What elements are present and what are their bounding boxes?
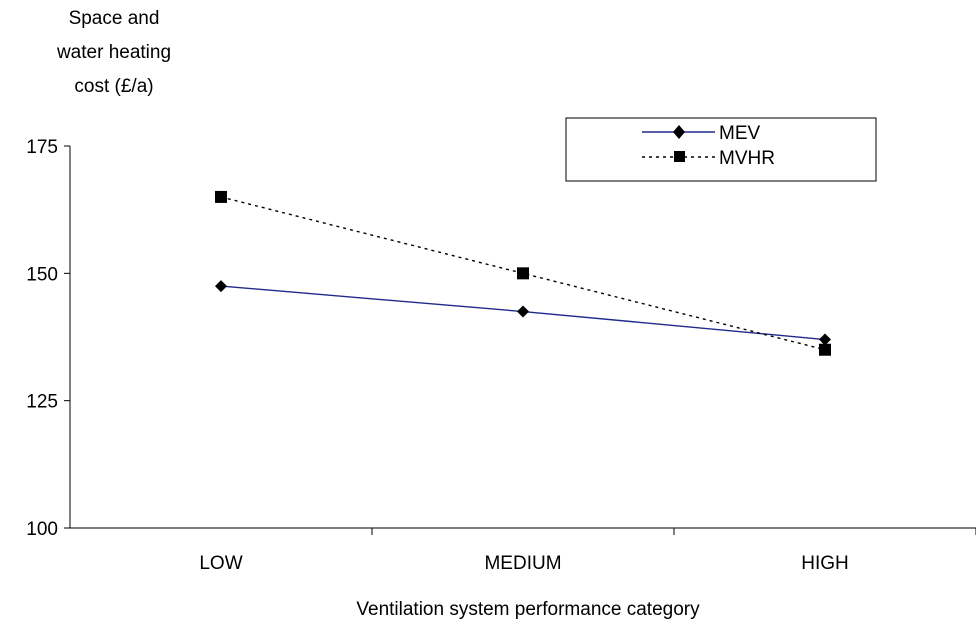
data-point-mvhr bbox=[819, 343, 831, 356]
legend-box bbox=[565, 117, 877, 182]
axes bbox=[69, 146, 976, 529]
y-tick-label: 100 bbox=[26, 519, 58, 540]
data-point-mev bbox=[819, 333, 831, 346]
x-axis-title: Ventilation system performance category bbox=[356, 599, 700, 620]
data-point-mev bbox=[215, 280, 227, 293]
data-point-mev bbox=[517, 305, 529, 318]
series-layer bbox=[215, 190, 831, 356]
series-line-mvhr bbox=[220, 196, 826, 351]
legend-mvhr-marker bbox=[674, 151, 685, 162]
x-axis-ticks: LOW MEDIUM HIGH bbox=[199, 528, 976, 574]
y-tick-label: 125 bbox=[26, 392, 58, 413]
y-axis-title-line-2: water heating bbox=[56, 42, 171, 63]
y-axis-title: Space and water heating cost (£/a) bbox=[56, 8, 171, 97]
legend-mvhr-label: MVHR bbox=[719, 148, 775, 169]
x-category-label: MEDIUM bbox=[484, 553, 561, 574]
x-category-label: LOW bbox=[199, 553, 242, 574]
legend: MEV MVHR bbox=[565, 117, 877, 182]
y-tick-label: 150 bbox=[26, 264, 58, 285]
legend-mev-label: MEV bbox=[719, 123, 761, 144]
y-axis-title-line-1: Space and bbox=[69, 8, 160, 29]
x-category-label: HIGH bbox=[801, 553, 849, 574]
legend-mev-marker bbox=[673, 125, 685, 139]
data-point-mvhr bbox=[215, 190, 227, 203]
data-point-mvhr bbox=[517, 267, 529, 280]
y-tick-label: 175 bbox=[26, 137, 58, 158]
y-axis-title-line-3: cost (£/a) bbox=[74, 76, 153, 97]
y-axis-ticks: 100 125 150 175 bbox=[26, 137, 70, 540]
